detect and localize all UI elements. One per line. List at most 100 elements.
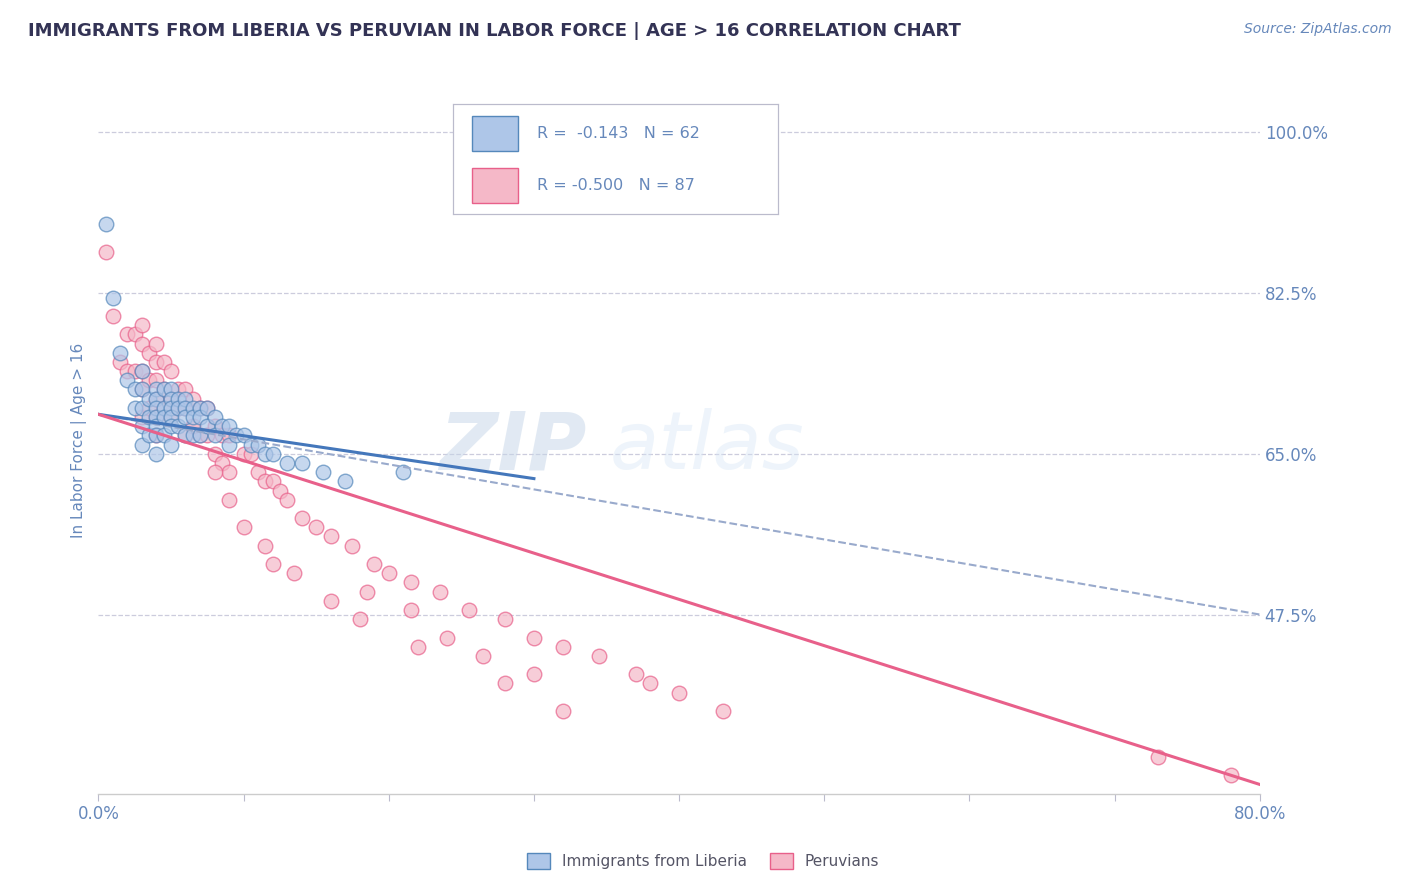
Point bbox=[167, 401, 190, 415]
Point bbox=[145, 355, 167, 369]
Point bbox=[160, 392, 183, 406]
Point bbox=[108, 355, 131, 369]
Point bbox=[131, 437, 153, 451]
Point bbox=[711, 704, 734, 718]
Point bbox=[174, 401, 197, 415]
Point bbox=[145, 419, 167, 434]
Point bbox=[232, 428, 254, 442]
Point bbox=[218, 465, 240, 479]
Legend: Immigrants from Liberia, Peruvians: Immigrants from Liberia, Peruvians bbox=[520, 847, 886, 875]
Point bbox=[160, 383, 183, 397]
Point bbox=[239, 447, 262, 461]
Point bbox=[174, 410, 197, 425]
Point bbox=[145, 428, 167, 442]
Point bbox=[181, 428, 204, 442]
Point bbox=[638, 676, 661, 690]
Text: Source: ZipAtlas.com: Source: ZipAtlas.com bbox=[1244, 22, 1392, 37]
Point bbox=[218, 437, 240, 451]
Point bbox=[152, 410, 174, 425]
Point bbox=[181, 419, 204, 434]
Point bbox=[204, 465, 226, 479]
Point bbox=[363, 557, 385, 571]
Point bbox=[145, 428, 167, 442]
Point bbox=[305, 520, 328, 534]
Point bbox=[342, 539, 364, 553]
Point bbox=[254, 475, 277, 489]
Point bbox=[551, 640, 574, 654]
Point bbox=[131, 318, 153, 333]
Text: IMMIGRANTS FROM LIBERIA VS PERUVIAN IN LABOR FORCE | AGE > 16 CORRELATION CHART: IMMIGRANTS FROM LIBERIA VS PERUVIAN IN L… bbox=[28, 22, 960, 40]
Point bbox=[94, 244, 117, 259]
Point bbox=[523, 631, 546, 645]
Point bbox=[124, 383, 146, 397]
Point bbox=[406, 640, 429, 654]
Point bbox=[145, 383, 167, 397]
Point bbox=[262, 475, 284, 489]
Point bbox=[138, 410, 160, 425]
Point bbox=[108, 345, 131, 359]
Point bbox=[101, 291, 124, 305]
Point bbox=[181, 410, 204, 425]
Point bbox=[181, 419, 204, 434]
Point bbox=[174, 401, 197, 415]
Point bbox=[377, 566, 399, 581]
Point bbox=[254, 447, 277, 461]
Point bbox=[429, 584, 451, 599]
Text: ZIP: ZIP bbox=[439, 409, 586, 486]
Point bbox=[247, 437, 270, 451]
Point bbox=[188, 428, 211, 442]
Point bbox=[204, 428, 226, 442]
Point bbox=[188, 428, 211, 442]
Point bbox=[211, 456, 233, 470]
Point bbox=[152, 401, 174, 415]
Point bbox=[160, 401, 183, 415]
Point bbox=[174, 383, 197, 397]
Point bbox=[204, 419, 226, 434]
Point bbox=[335, 475, 357, 489]
Point bbox=[131, 364, 153, 378]
Point bbox=[195, 428, 218, 442]
Point bbox=[160, 410, 183, 425]
Point bbox=[195, 419, 218, 434]
Point bbox=[283, 566, 305, 581]
Point bbox=[124, 401, 146, 415]
Point bbox=[668, 685, 690, 699]
Point bbox=[312, 465, 335, 479]
Text: atlas: atlas bbox=[609, 409, 804, 486]
Point bbox=[392, 465, 415, 479]
Point bbox=[457, 603, 479, 617]
Point bbox=[472, 648, 495, 663]
Point bbox=[204, 447, 226, 461]
Point bbox=[356, 584, 378, 599]
Point bbox=[145, 336, 167, 351]
Point bbox=[145, 410, 167, 425]
Point bbox=[319, 529, 342, 543]
Point bbox=[131, 410, 153, 425]
Point bbox=[145, 373, 167, 387]
Point bbox=[145, 410, 167, 425]
Point bbox=[1219, 768, 1241, 782]
Point bbox=[349, 612, 371, 626]
Point bbox=[262, 557, 284, 571]
Point bbox=[181, 392, 204, 406]
Y-axis label: In Labor Force | Age > 16: In Labor Force | Age > 16 bbox=[72, 343, 87, 538]
Point bbox=[239, 437, 262, 451]
Point bbox=[494, 612, 516, 626]
Point bbox=[131, 364, 153, 378]
Point bbox=[124, 364, 146, 378]
Point bbox=[138, 373, 160, 387]
Point bbox=[160, 437, 183, 451]
Point bbox=[204, 410, 226, 425]
Point bbox=[436, 631, 458, 645]
Point bbox=[160, 364, 183, 378]
Point bbox=[211, 428, 233, 442]
Point bbox=[131, 383, 153, 397]
Point bbox=[624, 667, 647, 681]
Point bbox=[188, 401, 211, 415]
Point bbox=[167, 419, 190, 434]
Point bbox=[174, 428, 197, 442]
Point bbox=[523, 667, 546, 681]
Point bbox=[131, 383, 153, 397]
Point bbox=[152, 383, 174, 397]
Point bbox=[195, 401, 218, 415]
